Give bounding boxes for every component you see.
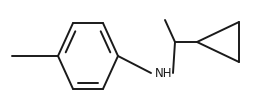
Text: NH: NH <box>155 66 173 79</box>
